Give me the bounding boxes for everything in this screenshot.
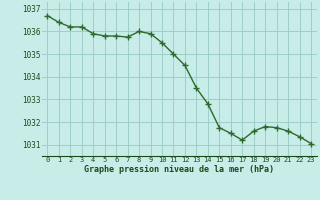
X-axis label: Graphe pression niveau de la mer (hPa): Graphe pression niveau de la mer (hPa) — [84, 165, 274, 174]
